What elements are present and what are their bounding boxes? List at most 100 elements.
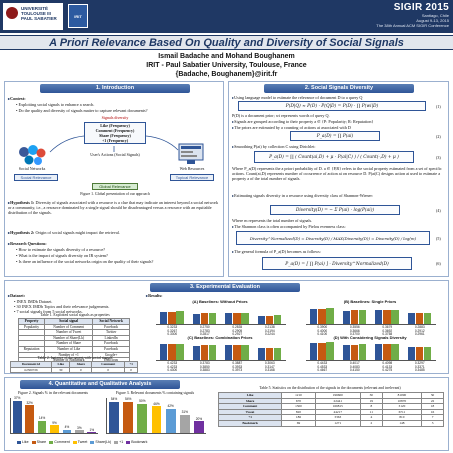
result-value: 0.3063 [264,361,275,365]
research-questions-label: Research Questions: [8,241,47,246]
result-bar [318,342,326,360]
result-bar [265,348,273,360]
chart-bar-like [12,400,22,433]
result-value: 0.2138 [264,325,275,329]
result-bar [160,343,168,360]
result-value: 0.4098 [382,361,393,365]
result-value: 0.3371 [414,364,425,369]
result-bar [415,312,423,324]
equation-5: Diversity^Normalized(D) = Diversity(D) /… [236,231,430,245]
result-value: 0.3692 [382,328,393,333]
result-value: 0.3887 [232,361,243,365]
table-cell: 44217 [314,408,361,416]
equation-6-number: (6) [436,261,441,266]
table-row: tt2300726 30 0 0 0 [9,366,138,374]
figure-1-arrows [49,135,179,153]
table-cell: Number of Share(Lk) [44,334,94,342]
signal-share: Share (Frequency) [99,133,131,138]
legend-label: Share [36,440,47,444]
result-value: 0.2905 [232,328,243,333]
results-c-values: 0.4233 0.3783 0.3887 0.3063 0.4233 0.3850 0.39… [156,361,286,373]
results-d-values: 0.4433 0.4017 0.4098 0.3297 0.4533 0.4083 0.41… [306,361,436,373]
legend-swatch [72,440,77,444]
results-d-chart [306,341,436,361]
result-value: 0.2883 [414,325,425,329]
univ-line-2: TOULOUSE III [21,11,51,16]
table-cell: 6711 [381,408,423,416]
result-value: 0.3700 [349,332,360,337]
table-header-cell: Social signal [44,318,94,325]
equation-1: P(D|Q) ≈ P(D) · P(Q|D) = P(D) · ∏ P(wi|D… [238,101,426,111]
table-cell: Twitter [92,329,130,336]
result-value: 0.2244 [264,332,275,337]
model-note-2: Signals are grouped according to their p… [232,119,446,124]
result-bar [423,346,432,360]
table-cell: tt2300726 [9,366,53,374]
result-values-row: 0.4100 0.3700 0.3758 0.2961 [306,333,436,337]
chart-data-label: 54% [125,397,132,401]
result-value: 0.3933 [232,364,243,369]
result-bar [407,313,415,324]
table-row: Bookmark 69 1271 2 148 3 [217,420,444,427]
chart-bar-share [25,405,34,433]
chart-data-label: 4% [64,425,70,429]
result-value: 0.2835 [232,325,243,329]
result-value: 0.3758 [382,332,393,337]
table-row: Comment 1300 166815 8 3120 18 [217,403,444,410]
result-value: 0.2912 [414,328,425,333]
chart-bar-comment [137,403,148,433]
section-4-heading: 4. Quantitative and Qualitative Analysis [20,380,180,389]
table-cell: 16 [421,408,444,416]
web-resources-icon [178,143,204,164]
poster-title: A Priori Relevance Based On Quality and … [49,37,404,49]
legend-swatch [49,440,54,444]
result-value: 0.4133 [382,364,393,369]
result-bar [358,344,367,360]
table-cell: 22441 [314,397,361,405]
figure-2-caption: Figure 2. Signals % in the relevant docu… [17,391,89,395]
results-d-title: (D) With Considering Signals Diversity [333,335,407,340]
result-bar [407,347,415,360]
table-header-cell: +1 [124,361,138,368]
rq-item-2: • What is the impact of signals diversit… [16,253,108,258]
result-value: 0.4150 [349,368,360,373]
equation-2: P_a(D) = ∏ P(ai) [290,131,380,141]
table-cell: 10870 [381,397,423,405]
results-a-chart [156,305,286,325]
signals-diversity-label: Signals diversity [101,115,129,120]
figure-legend: Like Share Comment Tweet Share(Lk) +1 Bookmark [14,440,210,444]
table-cell: Number of Like [44,346,94,353]
model-note-3: The priors are estimated by a counting o… [232,125,446,130]
result-bar [358,309,367,324]
hypothesis-2: Hypothesis 2: Origin of social signals m… [8,230,220,235]
legend-label: Like [22,440,29,444]
table-2: Document id Like Share Comment +1 tt2300… [9,361,138,374]
figure-3-caption: Figure 3. Relevant documents % containin… [115,391,195,395]
result-bar [326,342,334,360]
results-b-title: (B) Baselines: Single Priors [343,299,397,304]
table-cell: 3 [421,420,444,427]
table-1-caption: Table 1. Exploited social signals as pro… [40,313,110,317]
result-value: 0.4017 [349,361,360,365]
result-value: 0.4083 [349,364,360,369]
results-a-title: (A) Baselines: Without Priors [192,299,248,304]
table-header-cell: Social Network [92,318,130,325]
section-1-heading: 1. Introduction [40,84,190,93]
legend-label: +1 [119,440,124,444]
result-bar [350,344,358,360]
chart-data-label: 54% [110,397,118,401]
dataset-item-3: • 7 social signals from 5 social network… [14,308,83,314]
chart-bar-comment [37,420,47,433]
result-bar [225,313,233,324]
table-cell: 196600 [314,392,361,399]
result-value: 0.3168 [264,368,275,373]
table-cell: 1271 [314,420,361,427]
chart-bar--1 [179,414,190,433]
result-values-row: 0.3233 0.2750 0.2835 0.2138 [156,325,286,330]
figure-3-chart: 54% 54% 50% 46% 42% 31% 20% [106,397,206,434]
result-bar [265,315,273,324]
result-value: 0.2783 [199,328,210,333]
result-value: 0.4000 [317,328,328,333]
topical-relevance-tag: Topical Relevance [170,174,214,181]
web-resources-label: Web Resources [179,166,205,171]
